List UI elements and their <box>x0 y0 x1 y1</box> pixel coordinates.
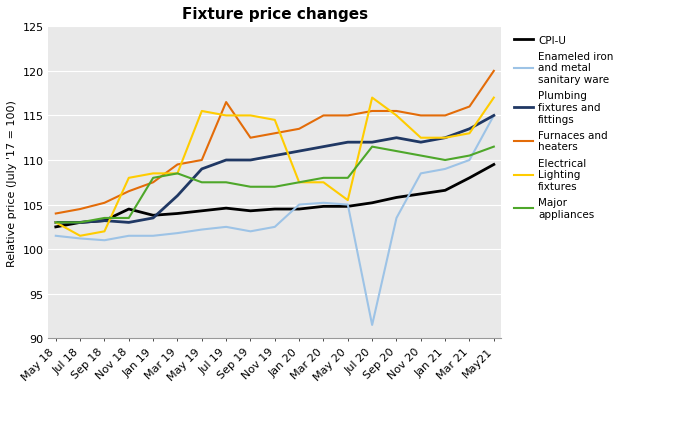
Title: Fixture price changes: Fixture price changes <box>182 7 368 22</box>
Y-axis label: Relative price (July '17 = 100): Relative price (July '17 = 100) <box>7 100 17 266</box>
Legend: CPI-U, Enameled iron
and metal
sanitary ware, Plumbing
fixtures and
fittings, Fu: CPI-U, Enameled iron and metal sanitary … <box>511 33 617 222</box>
